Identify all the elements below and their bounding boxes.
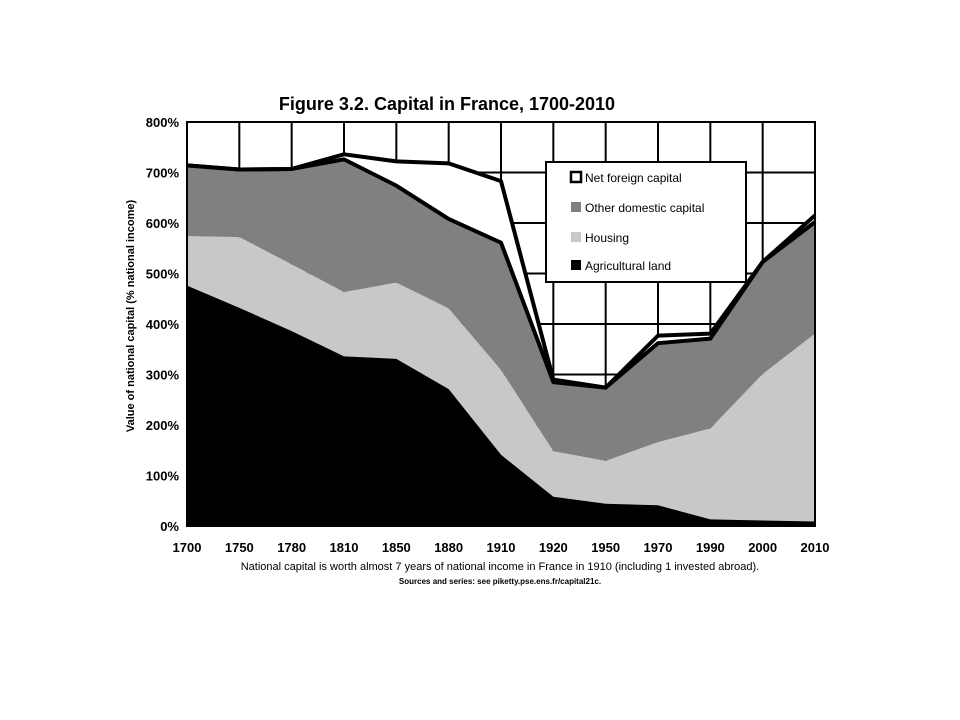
x-tick-label: 1810	[330, 540, 359, 555]
chart-caption: National capital is worth almost 7 years…	[241, 561, 760, 573]
x-tick-label: 1880	[434, 540, 463, 555]
y-axis-label: Value of national capital (% national in…	[125, 200, 137, 433]
x-tick-label: 1750	[225, 540, 254, 555]
x-tick-label: 1780	[277, 540, 306, 555]
x-tick-label: 2000	[748, 540, 777, 555]
y-tick-label: 600%	[146, 216, 180, 231]
area-net-foreign-capital	[187, 154, 815, 388]
legend-swatch-other-domestic-capital	[571, 202, 581, 212]
legend-swatch-net-foreign-capital	[569, 170, 583, 184]
area-other-domestic-capital	[187, 159, 815, 461]
x-tick-label: 1970	[644, 540, 673, 555]
legend-label-housing: Housing	[585, 231, 629, 245]
y-tick-label: 500%	[146, 267, 180, 282]
y-tick-label: 800%	[146, 115, 180, 130]
y-tick-label: 100%	[146, 469, 180, 484]
legend-swatch-agricultural-land	[571, 260, 581, 270]
y-tick-label: 300%	[146, 368, 180, 383]
y-tick-label: 400%	[146, 317, 180, 332]
x-tick-label: 1700	[173, 540, 202, 555]
chart-title: Figure 3.2. Capital in France, 1700-2010	[279, 94, 615, 114]
x-tick-label: 1920	[539, 540, 568, 555]
y-tick-label: 700%	[146, 166, 180, 181]
y-tick-label: 200%	[146, 418, 180, 433]
legend-label-agricultural-land: Agricultural land	[585, 259, 671, 273]
area-housing	[187, 236, 815, 522]
legend-label-net-foreign-capital: Net foreign capital	[585, 171, 682, 185]
line-national-capital-total	[186, 152, 817, 390]
x-tick-label: 1990	[696, 540, 725, 555]
legend-swatch-housing	[571, 232, 581, 242]
plot-frame	[186, 121, 816, 527]
legend-label-other-domestic-capital: Other domestic capital	[585, 201, 704, 215]
y-tick-label: 0%	[160, 519, 179, 534]
x-tick-label: 1910	[487, 540, 516, 555]
x-tick-label: 2010	[801, 540, 830, 555]
legend: Net foreign capital Other domestic capit…	[545, 161, 747, 283]
chart-source: Sources and series: see piketty.pse.ens.…	[399, 577, 601, 586]
axes: 0% 100% 200% 300% 400% 500% 600% 700% 800% 1700 17…	[146, 115, 830, 555]
x-tick-label: 1850	[382, 540, 411, 555]
x-tick-label: 1950	[591, 540, 620, 555]
